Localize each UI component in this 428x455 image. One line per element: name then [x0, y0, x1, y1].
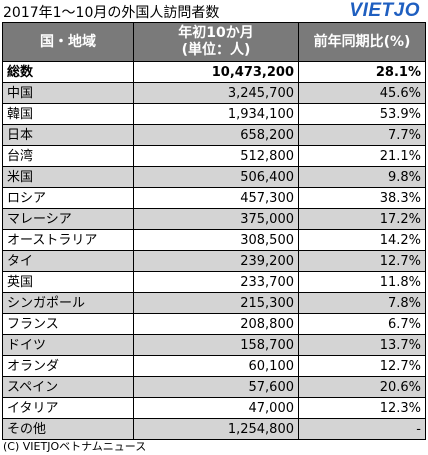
table-row: シンガポール 215,300 7.8% — [2, 292, 426, 314]
cell-country: 台湾 — [2, 145, 134, 167]
cell-visitors: 1,254,800 — [133, 418, 299, 440]
header-visitors-line2: (単位：人) — [181, 42, 251, 58]
table-row: 中国 3,245,700 45.6% — [2, 82, 426, 104]
cell-change: 45.6% — [298, 82, 426, 104]
cell-change: 17.2% — [298, 208, 426, 230]
total-label: 総数 — [2, 61, 134, 83]
cell-visitors: 512,800 — [133, 145, 299, 167]
table-row: フランス 208,800 6.7% — [2, 313, 426, 335]
cell-change: 13.7% — [298, 334, 426, 356]
cell-visitors: 239,200 — [133, 250, 299, 272]
table-row: タイ 239,200 12.7% — [2, 250, 426, 272]
cell-country: 英国 — [2, 271, 134, 293]
cell-change: 11.8% — [298, 271, 426, 293]
cell-visitors: 47,000 — [133, 397, 299, 419]
cell-visitors: 208,800 — [133, 313, 299, 335]
table-row: 英国 233,700 11.8% — [2, 271, 426, 293]
cell-change: 12.7% — [298, 355, 426, 377]
cell-change: 9.8% — [298, 166, 426, 188]
table-row: ロシア 457,300 38.3% — [2, 187, 426, 209]
cell-country: 日本 — [2, 124, 134, 146]
table-row: 米国 506,400 9.8% — [2, 166, 426, 188]
total-row: 総数 10,473,200 28.1% — [2, 61, 426, 83]
table-row: イタリア 47,000 12.3% — [2, 397, 426, 419]
cell-visitors: 3,245,700 — [133, 82, 299, 104]
cell-change: 12.7% — [298, 250, 426, 272]
cell-visitors: 1,934,100 — [133, 103, 299, 125]
table-row: 韓国 1,934,100 53.9% — [2, 103, 426, 125]
cell-visitors: 308,500 — [133, 229, 299, 251]
header-change: 前年同期比(%) — [298, 22, 426, 62]
page-title: 2017年1～10月の外国人訪問者数 — [3, 5, 220, 21]
cell-country: イタリア — [2, 397, 134, 419]
cell-change: 7.7% — [298, 124, 426, 146]
cell-country: シンガポール — [2, 292, 134, 314]
table-row: その他 1,254,800- — [2, 418, 426, 440]
cell-country: 韓国 — [2, 103, 134, 125]
header-visitors: 年初10か月 (単位：人) — [133, 22, 299, 62]
cell-change: 12.3% — [298, 397, 426, 419]
table-row: 台湾 512,800 21.1% — [2, 145, 426, 167]
cell-country: フランス — [2, 313, 134, 335]
cell-visitors: 375,000 — [133, 208, 299, 230]
cell-country: ドイツ — [2, 334, 134, 356]
cell-country: オランダ — [2, 355, 134, 377]
cell-visitors: 457,300 — [133, 187, 299, 209]
cell-visitors: 57,600 — [133, 376, 299, 398]
table-row: マレーシア 375,000 17.2% — [2, 208, 426, 230]
total-visitors: 10,473,200 — [133, 61, 299, 83]
cell-visitors: 158,700 — [133, 334, 299, 356]
table-header-row: 国・地域 年初10か月 (単位：人) 前年同期比(%) — [2, 22, 426, 62]
table-row: 日本 658,200 7.7% — [2, 124, 426, 146]
header-country: 国・地域 — [2, 22, 134, 62]
cell-visitors: 215,300 — [133, 292, 299, 314]
cell-change: 21.1% — [298, 145, 426, 167]
cell-country: 米国 — [2, 166, 134, 188]
cell-country: スペイン — [2, 376, 134, 398]
cell-country: その他 — [2, 418, 134, 440]
header-visitors-line1: 年初10か月 — [178, 25, 254, 41]
cell-country: オーストラリア — [2, 229, 134, 251]
table-row: オーストラリア 308,500 14.2% — [2, 229, 426, 251]
table-row: オランダ 60,100 12.7% — [2, 355, 426, 377]
total-change: 28.1% — [298, 61, 426, 83]
visitors-table: 国・地域 年初10か月 (単位：人) 前年同期比(%) 総数 10,473,20… — [2, 22, 426, 440]
cell-visitors: 60,100 — [133, 355, 299, 377]
cell-country: マレーシア — [2, 208, 134, 230]
cell-visitors: 658,200 — [133, 124, 299, 146]
cell-change: 20.6% — [298, 376, 426, 398]
cell-country: ロシア — [2, 187, 134, 209]
table-row: スペイン 57,600 20.6% — [2, 376, 426, 398]
cell-country: 中国 — [2, 82, 134, 104]
table-row: ドイツ 158,700 13.7% — [2, 334, 426, 356]
cell-change: 6.7% — [298, 313, 426, 335]
title-bar: 2017年1～10月の外国人訪問者数 VIETJO — [0, 0, 428, 22]
cell-change: 38.3% — [298, 187, 426, 209]
cell-change: 53.9% — [298, 103, 426, 125]
cell-change: 14.2% — [298, 229, 426, 251]
vietjo-logo: VIETJO — [349, 0, 420, 21]
cell-change: 7.8% — [298, 292, 426, 314]
cell-visitors: 233,700 — [133, 271, 299, 293]
cell-visitors: 506,400 — [133, 166, 299, 188]
cell-country: タイ — [2, 250, 134, 272]
copyright-footer: (C) VIETJOベトナムニュース — [3, 440, 147, 453]
cell-change: - — [298, 418, 426, 440]
